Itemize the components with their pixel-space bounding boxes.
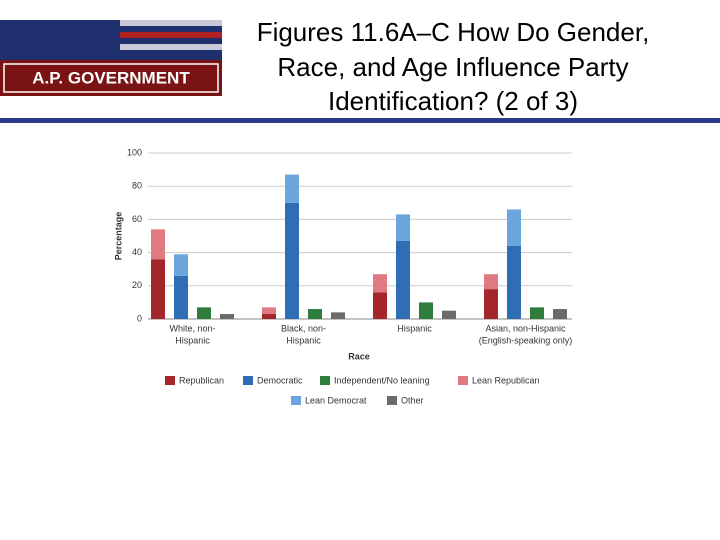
- bar: [220, 314, 234, 319]
- legend-swatch: [458, 376, 468, 385]
- y-tick-label: 0: [137, 313, 142, 323]
- bar: [484, 274, 498, 290]
- y-tick-label: 40: [132, 247, 142, 257]
- header-rule: [0, 118, 720, 123]
- bar: [262, 307, 276, 315]
- bar: [174, 254, 188, 276]
- x-tick-label: Hispanic: [397, 323, 432, 333]
- bar: [285, 174, 299, 203]
- y-tick-label: 100: [127, 147, 142, 157]
- legend-swatch: [243, 376, 253, 385]
- bar: [262, 314, 276, 319]
- legend-swatch: [320, 376, 330, 385]
- logo-text: A.P. GOVERNMENT: [32, 68, 190, 87]
- bar: [507, 245, 521, 319]
- legend-label: Other: [401, 395, 424, 405]
- legend-label: Lean Republican: [472, 375, 540, 385]
- x-tick-label: Hispanic: [286, 335, 321, 345]
- bar: [530, 307, 544, 319]
- x-tick-label: Asian, non-Hispanic: [485, 323, 566, 333]
- bar: [373, 292, 387, 319]
- x-tick-label: (English-speaking only): [479, 335, 573, 345]
- legend-swatch: [165, 376, 175, 385]
- title-line: Race, and Age Influence Party: [277, 52, 628, 82]
- bar: [151, 229, 165, 260]
- y-axis-label: Percentage: [113, 212, 123, 261]
- bar: [308, 309, 322, 319]
- legend-label: Independent/No leaning: [334, 375, 430, 385]
- legend-swatch: [291, 396, 301, 405]
- x-tick-label: Black, non-: [281, 323, 326, 333]
- logo: A.P. GOVERNMENT: [0, 20, 222, 96]
- stripe: [120, 32, 222, 38]
- title-line: Figures 11.6A–C How Do Gender,: [257, 17, 650, 47]
- stripe: [120, 20, 222, 26]
- x-tick-label: Hispanic: [175, 335, 210, 345]
- bar: [553, 309, 567, 319]
- bar: [373, 274, 387, 293]
- y-tick-label: 20: [132, 280, 142, 290]
- bar: [507, 209, 521, 246]
- x-axis-label: Race: [348, 351, 370, 361]
- legend-swatch: [387, 396, 397, 405]
- bar: [285, 202, 299, 319]
- bar: [151, 259, 165, 319]
- legend-label: Lean Democrat: [305, 395, 367, 405]
- bar: [419, 302, 433, 319]
- bar: [484, 289, 498, 319]
- x-tick-label: White, non-: [169, 323, 215, 333]
- logo-band: [0, 60, 222, 96]
- logo-frame: [3, 63, 219, 93]
- title-line: Identification? (2 of 3): [328, 86, 578, 116]
- chart: 0 20 40 60 80 100 Percentage Race White, non- His…: [113, 147, 572, 405]
- stripe: [120, 44, 222, 50]
- bar: [396, 214, 410, 241]
- bar: [331, 312, 345, 319]
- bar: [442, 310, 456, 319]
- y-tick-label: 80: [132, 181, 142, 191]
- bar: [396, 240, 410, 319]
- bar: [197, 307, 211, 319]
- legend-label: Democratic: [257, 375, 303, 385]
- legend-label: Republican: [179, 375, 224, 385]
- bar: [174, 275, 188, 319]
- y-tick-label: 60: [132, 214, 142, 224]
